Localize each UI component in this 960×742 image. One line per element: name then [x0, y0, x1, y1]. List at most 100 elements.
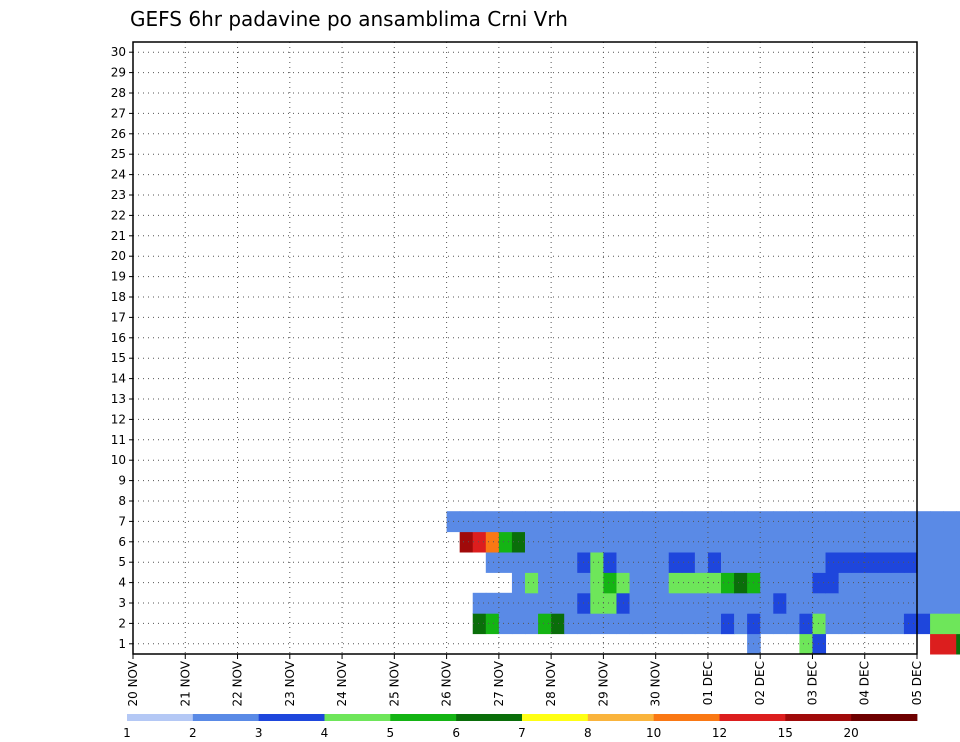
x-tick-label: 04 DEC [858, 661, 872, 705]
heatmap-cell [930, 613, 944, 635]
heatmap-cell [930, 531, 944, 553]
heatmap-cell [694, 572, 709, 594]
heatmap-cell [694, 613, 709, 635]
y-tick-label: 2 [118, 616, 126, 630]
colorbar-swatch [851, 714, 918, 721]
y-axis-ticks: 1234567891011121314151617181920212223242… [111, 45, 133, 651]
heatmap-cell [472, 531, 487, 553]
y-tick-label: 22 [111, 208, 126, 222]
colorbar-label: 3 [255, 726, 263, 740]
heatmap-cell [890, 572, 905, 594]
heatmap-cell [668, 592, 683, 614]
heatmap-cell [943, 572, 957, 594]
heatmap-cell [590, 552, 604, 573]
heatmap-cell [917, 552, 931, 573]
x-tick-label: 23 NOV [283, 660, 297, 706]
heatmap-cell [472, 613, 487, 635]
heatmap-cell [551, 552, 565, 573]
x-tick-label: 05 DEC [910, 661, 924, 705]
heatmap-cell [577, 511, 591, 533]
heatmap-cell [760, 572, 774, 594]
heatmap-cell [538, 592, 552, 614]
y-tick-label: 19 [111, 270, 126, 284]
heatmap-cell [707, 531, 722, 553]
heatmap-cell [655, 511, 670, 533]
heatmap-cell [564, 613, 578, 635]
y-tick-label: 23 [111, 188, 126, 202]
heatmap-cell [525, 511, 539, 533]
heatmap-cell [525, 572, 539, 594]
heatmap-cell [812, 511, 827, 533]
heatmap-cell [668, 572, 683, 594]
heatmap-cell [917, 531, 931, 553]
heatmap-cell [825, 572, 840, 594]
heatmap-cell [825, 613, 840, 635]
heatmap-cell [943, 531, 957, 553]
colorbar-label: 6 [452, 726, 460, 740]
heatmap-cell [498, 613, 513, 635]
heatmap-cell [551, 511, 565, 533]
colorbar-label: 7 [518, 726, 526, 740]
heatmap-cell [825, 511, 840, 533]
heatmap-cell [877, 592, 892, 614]
heatmap-cell [903, 531, 918, 553]
heatmap-cell [564, 531, 578, 553]
heatmap-cell [485, 531, 500, 553]
heatmap-cell [773, 511, 787, 533]
heatmap-cell [707, 511, 722, 533]
heatmap-cell [629, 552, 644, 573]
y-tick-label: 7 [118, 514, 126, 528]
heatmap-cell [642, 572, 657, 594]
heatmap-cell [930, 633, 944, 655]
heatmap-cell [459, 511, 474, 533]
x-tick-label: 25 NOV [387, 660, 401, 706]
y-tick-label: 9 [118, 474, 126, 488]
heatmap-cell [812, 633, 827, 655]
heatmap-cell [485, 613, 500, 635]
heatmap-cell [760, 592, 774, 614]
heatmap-cell [864, 592, 879, 614]
heatmap-cell [812, 592, 827, 614]
heatmap-cell [629, 613, 644, 635]
y-tick-label: 28 [111, 86, 126, 100]
heatmap-cell [760, 613, 774, 635]
heatmap-cell [642, 592, 657, 614]
colorbar-legend: 1 2 3 4 5 6 7 8 10 12 15 20 [123, 714, 918, 740]
x-tick-label: 21 NOV [178, 660, 192, 706]
heatmap-cell [956, 572, 960, 594]
heatmap-cell [668, 613, 683, 635]
heatmap-cell [694, 592, 709, 614]
colorbar-label: 10 [646, 726, 661, 740]
colorbar-swatch [192, 714, 260, 721]
heatmap-cell [825, 552, 840, 573]
heatmap-cell [903, 592, 918, 614]
x-tick-label: 22 NOV [231, 660, 245, 706]
heatmap-cell [877, 531, 892, 553]
plot-frame [132, 41, 918, 655]
x-tick-label: 24 NOV [335, 660, 349, 706]
y-tick-label: 14 [111, 372, 126, 386]
heatmap-cell [890, 511, 905, 533]
heatmap-cell [590, 511, 604, 533]
heatmap-cell [538, 531, 552, 553]
colorbar-label: 15 [778, 726, 793, 740]
heatmap-cell [590, 592, 604, 614]
heatmap-cell [760, 511, 774, 533]
heatmap-cell [864, 613, 879, 635]
heatmap-cell [799, 531, 813, 553]
heatmap-cell [930, 552, 944, 573]
heatmap-cell [890, 613, 905, 635]
heatmap-cell [760, 531, 774, 553]
heatmap-cell [564, 592, 578, 614]
heatmap-cell [551, 592, 565, 614]
heatmap-cell [877, 552, 892, 573]
heatmap-cell [603, 613, 617, 635]
heatmap-cell [903, 613, 918, 635]
heatmap-cell [956, 552, 960, 573]
heatmap-cell [812, 531, 827, 553]
heatmap-cell [838, 552, 853, 573]
heatmap-cell [773, 613, 787, 635]
heatmap-cell [721, 613, 735, 635]
heatmap-cell [930, 572, 944, 594]
